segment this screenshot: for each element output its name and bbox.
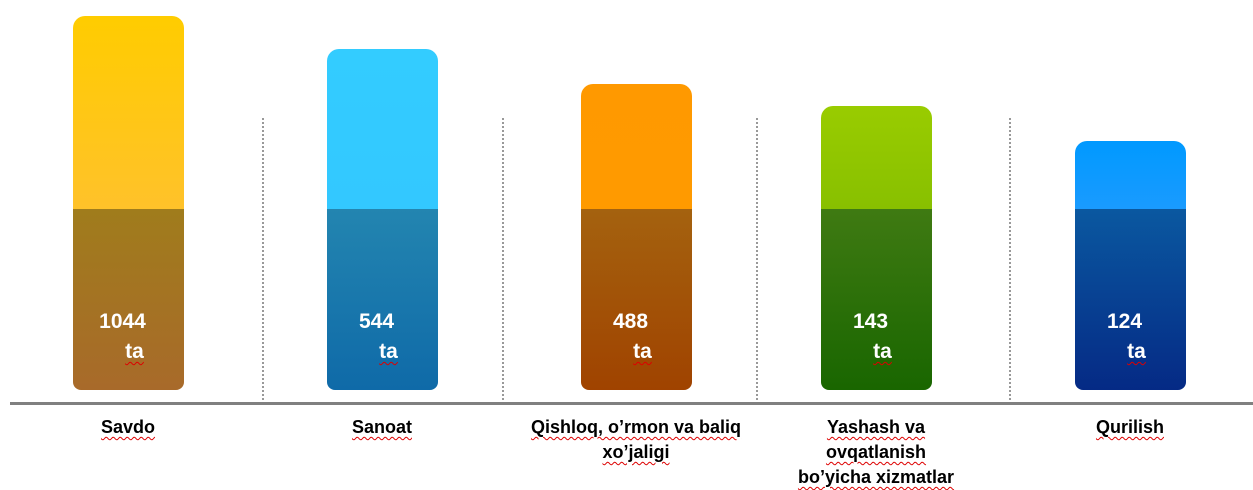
baseline — [10, 402, 1253, 405]
bar — [1075, 141, 1186, 390]
value: 488 — [612, 310, 649, 333]
label: Sanoat — [351, 417, 412, 437]
value: 143 — [852, 310, 889, 333]
value: 1044 — [99, 310, 146, 333]
value: 544 — [358, 310, 395, 333]
bar-bottom — [73, 209, 184, 390]
unit: ta — [1127, 340, 1146, 363]
bar — [73, 16, 184, 390]
bar-top — [1075, 141, 1186, 209]
bar — [581, 84, 692, 390]
bar-bottom — [1075, 209, 1186, 390]
unit: ta — [633, 340, 652, 363]
label: Yashash va ovqatlanish bo’yicha xizmatla… — [797, 417, 955, 487]
separator — [502, 118, 504, 400]
separator — [756, 118, 758, 400]
unit: ta — [125, 340, 144, 363]
separator — [262, 118, 264, 400]
bar-top — [73, 16, 184, 209]
unit: ta — [379, 340, 398, 363]
label: Qishloq, o’rmon va baliq xo’jaligi — [530, 417, 742, 462]
unit: ta — [873, 340, 892, 363]
bar-top — [821, 106, 932, 209]
label: Qurilish — [1095, 417, 1164, 437]
value: 124 — [1106, 310, 1143, 333]
bar-bottom — [821, 209, 932, 390]
bar — [327, 49, 438, 390]
bar-top — [581, 84, 692, 209]
bar-bottom — [327, 209, 438, 390]
separator — [1009, 118, 1011, 400]
label: Savdo — [100, 417, 156, 437]
bar-top — [327, 49, 438, 209]
bar — [821, 106, 932, 390]
bar-bottom — [581, 209, 692, 390]
